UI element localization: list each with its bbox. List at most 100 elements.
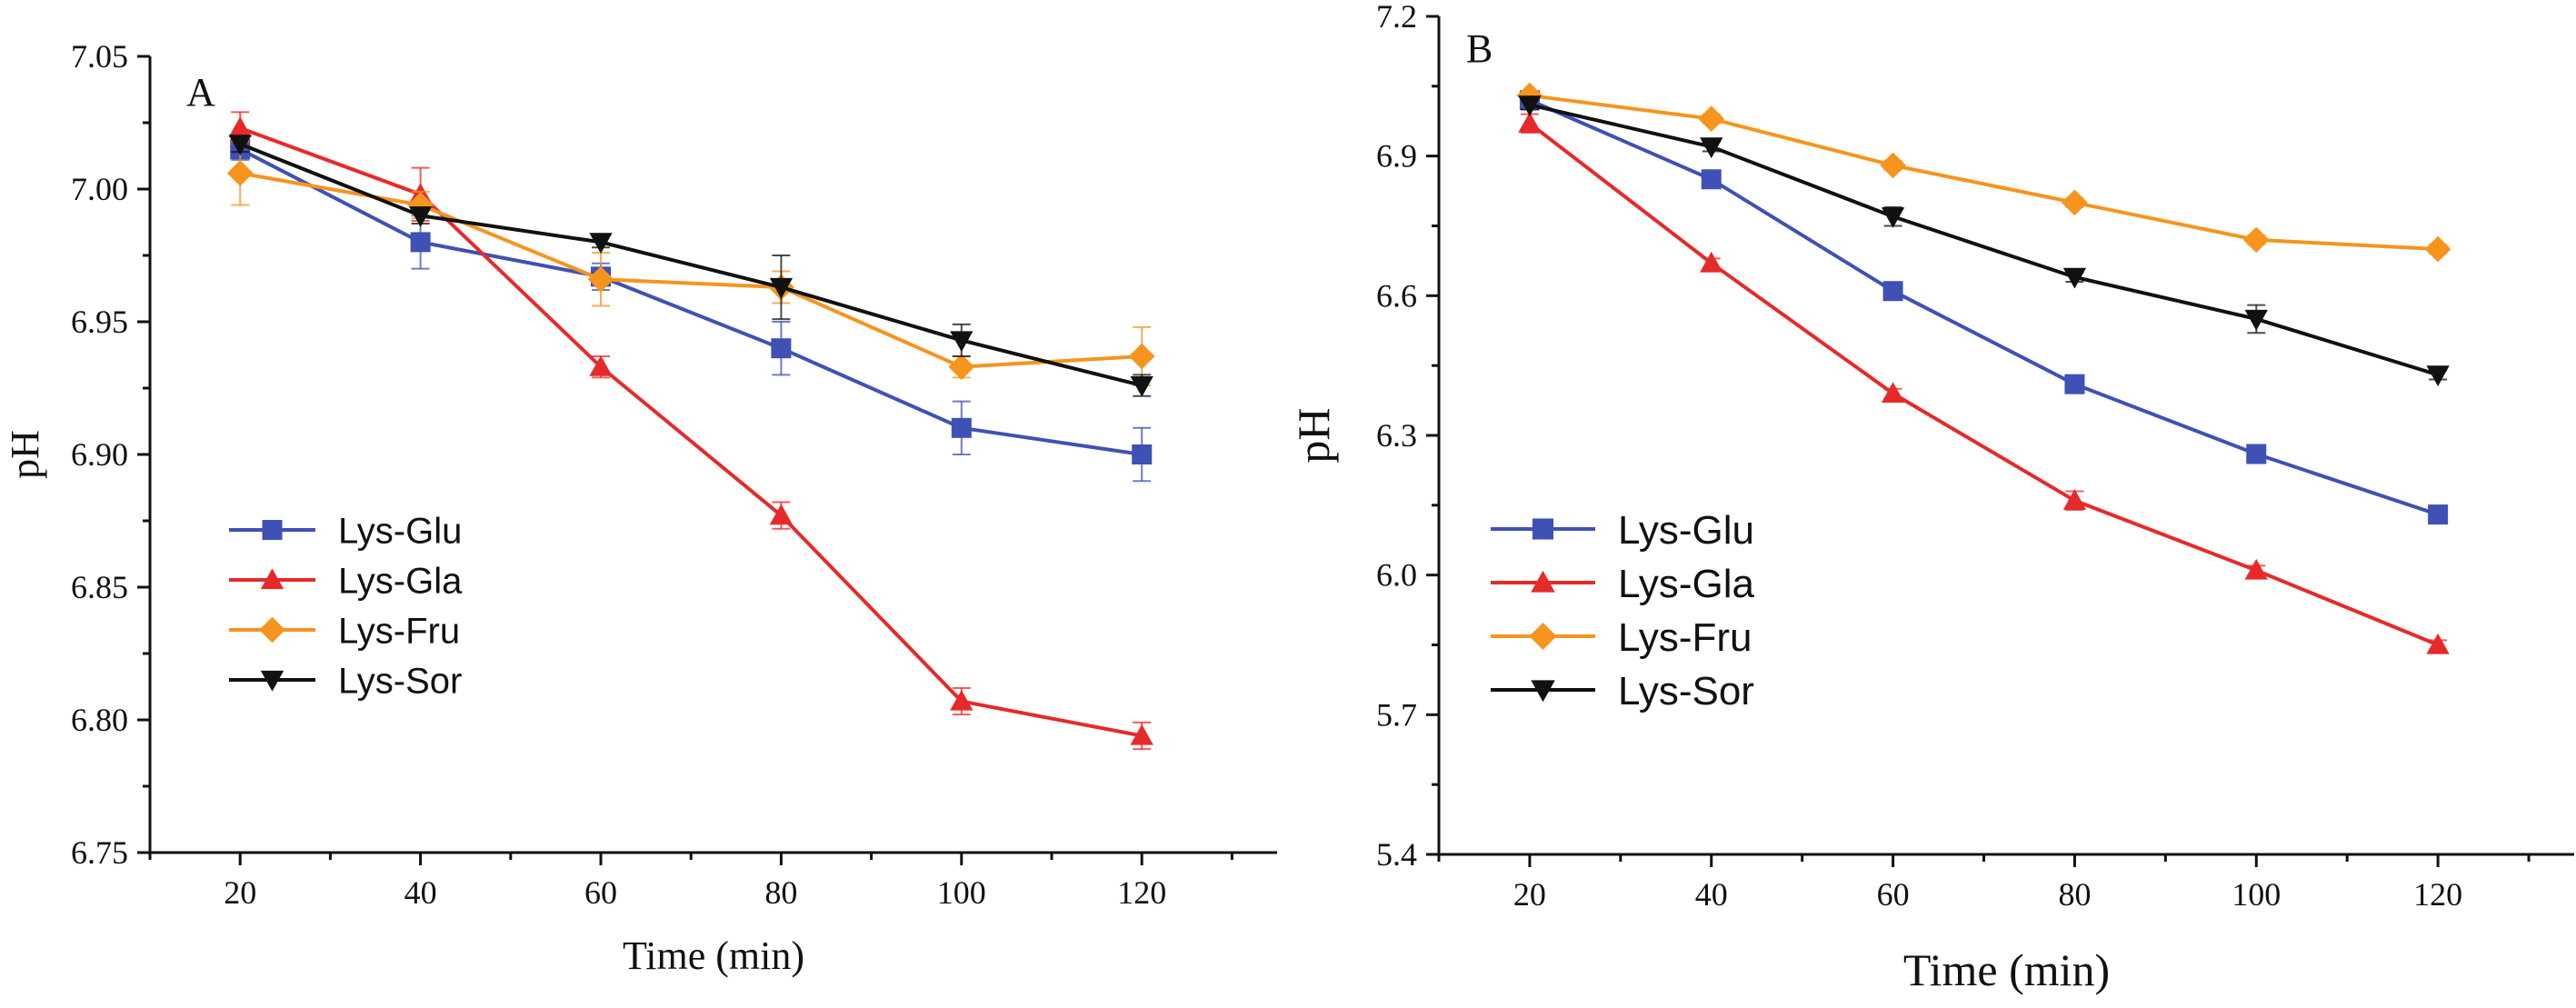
data-point	[950, 331, 973, 353]
series-lys-glu	[230, 137, 1153, 483]
legend-marker	[1532, 518, 1554, 540]
y-tick-label: 6.6	[1376, 277, 1417, 314]
series-lys-gla	[1518, 112, 2450, 654]
x-tick-label: 20	[1513, 876, 1546, 913]
y-tick-label: 6.95	[71, 304, 128, 340]
data-point	[948, 354, 975, 380]
legend-marker	[260, 670, 285, 692]
data-point	[1881, 382, 1905, 404]
series-line	[1529, 98, 2439, 516]
data-point	[2064, 374, 2085, 394]
data-point	[2062, 189, 2088, 216]
legend: Lys-Glu Lys-Gla Lys-Fru Lys-Sor	[1491, 508, 1754, 714]
x-tick-label: 20	[224, 874, 256, 911]
legend-marker	[259, 616, 285, 644]
series-line	[239, 125, 1143, 738]
legend: Lys-Glu Lys-Gla Lys-Fru Lys-Sor	[229, 511, 463, 701]
series-line	[1528, 122, 2439, 647]
series-lys-glu	[1519, 90, 2449, 525]
data-point	[1518, 112, 1542, 133]
series-line	[1529, 103, 2439, 377]
panel-label: B	[1466, 26, 1493, 71]
data-point	[2426, 365, 2450, 387]
panel-b: 5.4 5.7 6.0 6.3 6.6 6.9 7.2 20 40 60 80 100 120 Time …	[1288, 0, 2574, 995]
x-tick-label: 100	[937, 874, 986, 911]
data-point	[1518, 95, 1542, 116]
y-tick-label: 7.05	[71, 38, 128, 75]
x-tick-label: 80	[2058, 876, 2091, 913]
data-point	[2062, 267, 2087, 289]
y-tick-label: 6.3	[1376, 417, 1417, 454]
legend-label: Lys-Fru	[338, 611, 460, 651]
legend-marker	[262, 520, 283, 540]
series-line	[239, 147, 1143, 456]
data-point	[769, 504, 794, 525]
data-point	[950, 689, 973, 711]
series-line	[239, 142, 1143, 388]
data-point	[1130, 724, 1153, 745]
y-tick-label: 5.7	[1376, 696, 1417, 733]
legend-marker	[260, 568, 285, 590]
data-point	[1132, 444, 1153, 464]
data-point	[1128, 343, 1155, 370]
data-point	[1700, 251, 1723, 273]
panel-a: 6.75 6.80 6.85 6.90 6.95 7.00 7.05 20 40 60 80 100 1…	[3, 38, 1277, 978]
y-tick-label: 6.80	[71, 702, 128, 738]
data-point	[1698, 105, 1725, 132]
data-point	[589, 233, 613, 254]
data-point	[410, 232, 431, 253]
data-point	[1130, 375, 1153, 397]
x-axis-label: Time (min)	[623, 933, 804, 978]
data-point	[1880, 152, 1906, 179]
data-point	[771, 338, 792, 359]
data-point	[1882, 281, 1903, 302]
x-tick-label: 40	[404, 874, 437, 911]
x-tick-label: 60	[584, 874, 617, 911]
y-tick-label: 5.4	[1376, 836, 1417, 873]
data-point	[407, 192, 434, 218]
legend-label: Lys-Glu	[338, 511, 462, 551]
data-point	[2426, 633, 2450, 654]
y-tick-label: 6.9	[1376, 138, 1417, 175]
legend-marker	[1529, 622, 1557, 651]
data-point	[2062, 489, 2087, 510]
panel-label: A	[186, 70, 215, 115]
series-lys-gla	[228, 111, 1153, 751]
data-point	[2244, 558, 2268, 580]
legend-label: Lys-Gla	[1618, 562, 1754, 606]
series-lys-sor	[1518, 95, 2450, 387]
series-lys-fru	[1516, 82, 2451, 263]
y-tick-label: 6.90	[71, 436, 128, 473]
data-point	[228, 116, 252, 137]
legend-label: Lys-Sor	[338, 661, 462, 701]
y-axis-label: pH	[3, 430, 47, 479]
data-point	[1701, 169, 1722, 190]
data-point	[2244, 309, 2268, 331]
legend-label: Lys-Glu	[1618, 508, 1754, 553]
legend-label: Lys-Sor	[1618, 669, 1754, 714]
data-point	[951, 417, 972, 438]
data-point	[2242, 226, 2270, 254]
data-point	[769, 277, 794, 299]
legend-marker	[1531, 680, 1555, 703]
legend-label: Lys-Fru	[1618, 615, 1752, 660]
data-point	[2428, 504, 2449, 525]
legend-marker	[1531, 570, 1555, 593]
y-tick-label: 6.0	[1376, 557, 1417, 594]
data-point	[1700, 137, 1723, 159]
series-line	[1529, 94, 2439, 252]
data-point	[226, 160, 254, 186]
y-tick-label: 7.00	[71, 171, 128, 207]
data-point	[2424, 235, 2451, 263]
series-lys-sor	[228, 135, 1153, 397]
data-point	[2246, 444, 2267, 464]
data-point	[589, 354, 613, 376]
data-point	[408, 206, 433, 227]
y-axis-label: pH	[1288, 407, 1339, 463]
y-tick-label: 6.85	[71, 569, 128, 605]
x-axis-label: Time (min)	[1903, 944, 2110, 995]
data-point	[228, 135, 252, 156]
y-tick-label: 7.2	[1376, 0, 1417, 35]
